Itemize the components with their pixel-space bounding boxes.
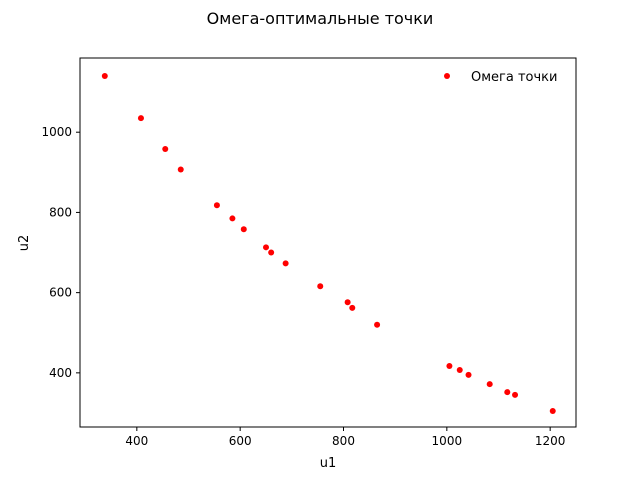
data-point — [456, 367, 463, 374]
x-tick-label: 600 — [229, 434, 252, 448]
x-axis-label: u1 — [320, 456, 337, 471]
data-point — [263, 244, 269, 251]
data-point — [465, 371, 472, 378]
legend: Омега точки — [444, 70, 557, 85]
data-point — [349, 304, 356, 311]
data-point — [549, 407, 556, 414]
data-point — [512, 391, 519, 398]
x-tick-label: 1200 — [535, 434, 566, 448]
y-tick-label: 1000 — [41, 125, 72, 139]
axes-frame — [79, 57, 577, 428]
data-point — [101, 73, 108, 80]
plot-area — [101, 73, 556, 414]
data-point — [240, 226, 247, 233]
data-point — [268, 249, 275, 256]
data-point — [177, 166, 184, 173]
data-point — [162, 146, 169, 153]
legend-marker — [444, 73, 450, 79]
data-point — [213, 202, 220, 209]
x-tick-label: 800 — [332, 434, 355, 448]
data-point — [374, 321, 381, 328]
data-point — [486, 381, 493, 388]
data-point — [504, 389, 511, 396]
data-point — [229, 215, 236, 222]
y-tick-label: 600 — [49, 286, 72, 300]
data-point — [137, 115, 144, 122]
data-point — [344, 299, 351, 306]
data-point — [282, 260, 289, 267]
data-point — [446, 363, 453, 370]
x-axis: 400 600 800 1000 1200 — [125, 427, 565, 448]
chart-title: Омега-оптимальные точки — [207, 9, 434, 28]
y-tick-label: 800 — [49, 205, 72, 219]
data-point — [317, 283, 324, 290]
legend-label: Омега точки — [471, 70, 557, 85]
x-tick-label: 1000 — [432, 434, 463, 448]
y-tick-label: 400 — [49, 366, 72, 380]
y-axis-label: u2 — [17, 235, 32, 252]
y-axis: 400 600 800 1000 — [41, 125, 80, 380]
x-tick-label: 400 — [125, 434, 148, 448]
